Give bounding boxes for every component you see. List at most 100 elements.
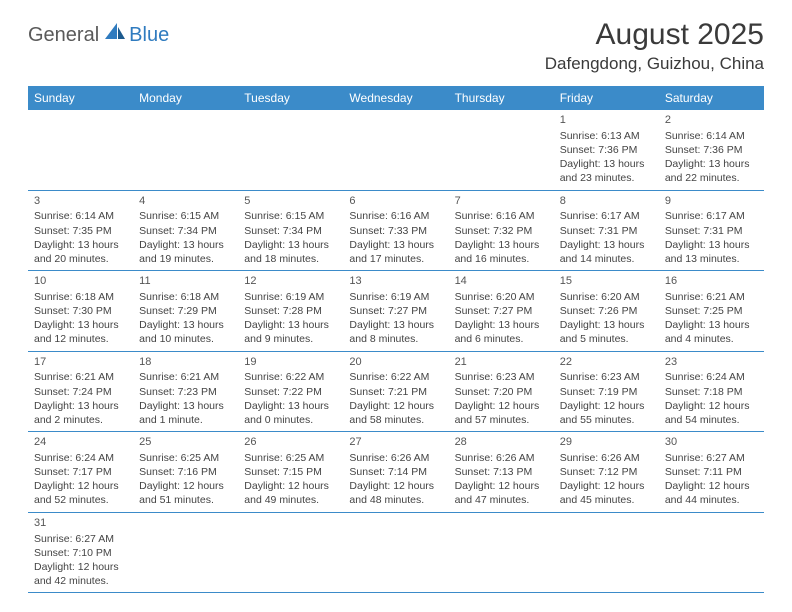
sunrise-text: Sunrise: 6:15 AM: [139, 209, 232, 223]
day-number: 2: [665, 113, 758, 128]
day-header: Monday: [133, 86, 238, 110]
sunrise-text: Sunrise: 6:26 AM: [455, 451, 548, 465]
day-number: 10: [34, 274, 127, 289]
daylight-text: Daylight: 13 hours and 2 minutes.: [34, 399, 127, 427]
day-number: 17: [34, 355, 127, 370]
sunrise-text: Sunrise: 6:25 AM: [244, 451, 337, 465]
day-number: 20: [349, 355, 442, 370]
sunset-text: Sunset: 7:24 PM: [34, 385, 127, 399]
daylight-text: Daylight: 13 hours and 23 minutes.: [560, 157, 653, 185]
empty-cell: [449, 513, 554, 593]
day-header: Thursday: [449, 86, 554, 110]
day-number: 23: [665, 355, 758, 370]
day-number: 26: [244, 435, 337, 450]
sunrise-text: Sunrise: 6:20 AM: [560, 290, 653, 304]
daylight-text: Daylight: 13 hours and 10 minutes.: [139, 318, 232, 346]
sunset-text: Sunset: 7:10 PM: [34, 546, 127, 560]
week-row: 17Sunrise: 6:21 AMSunset: 7:24 PMDayligh…: [28, 352, 764, 433]
day-cell: 17Sunrise: 6:21 AMSunset: 7:24 PMDayligh…: [28, 352, 133, 432]
day-number: 12: [244, 274, 337, 289]
daylight-text: Daylight: 13 hours and 8 minutes.: [349, 318, 442, 346]
sunset-text: Sunset: 7:18 PM: [665, 385, 758, 399]
day-cell: 22Sunrise: 6:23 AMSunset: 7:19 PMDayligh…: [554, 352, 659, 432]
logo-text-blue: Blue: [129, 24, 169, 47]
sunrise-text: Sunrise: 6:15 AM: [244, 209, 337, 223]
day-cell: 16Sunrise: 6:21 AMSunset: 7:25 PMDayligh…: [659, 271, 764, 351]
daylight-text: Daylight: 13 hours and 12 minutes.: [34, 318, 127, 346]
sunrise-text: Sunrise: 6:14 AM: [34, 209, 127, 223]
sunset-text: Sunset: 7:22 PM: [244, 385, 337, 399]
sunrise-text: Sunrise: 6:13 AM: [560, 129, 653, 143]
day-cell: 28Sunrise: 6:26 AMSunset: 7:13 PMDayligh…: [449, 432, 554, 512]
sunrise-text: Sunrise: 6:27 AM: [665, 451, 758, 465]
sunset-text: Sunset: 7:12 PM: [560, 465, 653, 479]
sunrise-text: Sunrise: 6:22 AM: [244, 370, 337, 384]
sunrise-text: Sunrise: 6:19 AM: [244, 290, 337, 304]
daylight-text: Daylight: 13 hours and 19 minutes.: [139, 238, 232, 266]
day-header: Friday: [554, 86, 659, 110]
sunset-text: Sunset: 7:34 PM: [244, 224, 337, 238]
logo-text-general: General: [28, 24, 99, 47]
day-number: 13: [349, 274, 442, 289]
calendar-table: SundayMondayTuesdayWednesdayThursdayFrid…: [28, 86, 764, 593]
day-number: 22: [560, 355, 653, 370]
sunrise-text: Sunrise: 6:21 AM: [139, 370, 232, 384]
sunrise-text: Sunrise: 6:21 AM: [665, 290, 758, 304]
daylight-text: Daylight: 12 hours and 44 minutes.: [665, 479, 758, 507]
sunset-text: Sunset: 7:14 PM: [349, 465, 442, 479]
daylight-text: Daylight: 12 hours and 51 minutes.: [139, 479, 232, 507]
sunrise-text: Sunrise: 6:18 AM: [139, 290, 232, 304]
sunset-text: Sunset: 7:16 PM: [139, 465, 232, 479]
sunset-text: Sunset: 7:20 PM: [455, 385, 548, 399]
daylight-text: Daylight: 12 hours and 42 minutes.: [34, 560, 127, 588]
daylight-text: Daylight: 13 hours and 0 minutes.: [244, 399, 337, 427]
day-cell: 26Sunrise: 6:25 AMSunset: 7:15 PMDayligh…: [238, 432, 343, 512]
sunrise-text: Sunrise: 6:22 AM: [349, 370, 442, 384]
daylight-text: Daylight: 12 hours and 45 minutes.: [560, 479, 653, 507]
sunrise-text: Sunrise: 6:14 AM: [665, 129, 758, 143]
daylight-text: Daylight: 13 hours and 14 minutes.: [560, 238, 653, 266]
day-number: 18: [139, 355, 232, 370]
day-number: 19: [244, 355, 337, 370]
daylight-text: Daylight: 13 hours and 1 minute.: [139, 399, 232, 427]
sunrise-text: Sunrise: 6:17 AM: [560, 209, 653, 223]
daylight-text: Daylight: 12 hours and 49 minutes.: [244, 479, 337, 507]
day-number: 25: [139, 435, 232, 450]
day-number: 31: [34, 516, 127, 531]
empty-cell: [28, 110, 133, 190]
daylight-text: Daylight: 12 hours and 55 minutes.: [560, 399, 653, 427]
sunrise-text: Sunrise: 6:16 AM: [455, 209, 548, 223]
day-header: Tuesday: [238, 86, 343, 110]
day-number: 6: [349, 194, 442, 209]
daylight-text: Daylight: 12 hours and 54 minutes.: [665, 399, 758, 427]
sunset-text: Sunset: 7:19 PM: [560, 385, 653, 399]
day-cell: 18Sunrise: 6:21 AMSunset: 7:23 PMDayligh…: [133, 352, 238, 432]
sunset-text: Sunset: 7:17 PM: [34, 465, 127, 479]
daylight-text: Daylight: 12 hours and 58 minutes.: [349, 399, 442, 427]
day-number: 5: [244, 194, 337, 209]
sunset-text: Sunset: 7:15 PM: [244, 465, 337, 479]
day-header: Saturday: [659, 86, 764, 110]
day-cell: 5Sunrise: 6:15 AMSunset: 7:34 PMDaylight…: [238, 191, 343, 271]
week-row: 31Sunrise: 6:27 AMSunset: 7:10 PMDayligh…: [28, 513, 764, 594]
day-cell: 15Sunrise: 6:20 AMSunset: 7:26 PMDayligh…: [554, 271, 659, 351]
day-number: 28: [455, 435, 548, 450]
daylight-text: Daylight: 13 hours and 4 minutes.: [665, 318, 758, 346]
location-subtitle: Dafengdong, Guizhou, China: [545, 54, 764, 74]
sunrise-text: Sunrise: 6:18 AM: [34, 290, 127, 304]
sunrise-text: Sunrise: 6:23 AM: [455, 370, 548, 384]
daylight-text: Daylight: 12 hours and 47 minutes.: [455, 479, 548, 507]
daylight-text: Daylight: 13 hours and 20 minutes.: [34, 238, 127, 266]
empty-cell: [133, 110, 238, 190]
day-cell: 4Sunrise: 6:15 AMSunset: 7:34 PMDaylight…: [133, 191, 238, 271]
daylight-text: Daylight: 13 hours and 22 minutes.: [665, 157, 758, 185]
sunset-text: Sunset: 7:36 PM: [560, 143, 653, 157]
empty-cell: [449, 110, 554, 190]
sunset-text: Sunset: 7:25 PM: [665, 304, 758, 318]
sunset-text: Sunset: 7:26 PM: [560, 304, 653, 318]
sunrise-text: Sunrise: 6:24 AM: [665, 370, 758, 384]
week-row: 10Sunrise: 6:18 AMSunset: 7:30 PMDayligh…: [28, 271, 764, 352]
sunset-text: Sunset: 7:35 PM: [34, 224, 127, 238]
sunrise-text: Sunrise: 6:21 AM: [34, 370, 127, 384]
daylight-text: Daylight: 12 hours and 48 minutes.: [349, 479, 442, 507]
